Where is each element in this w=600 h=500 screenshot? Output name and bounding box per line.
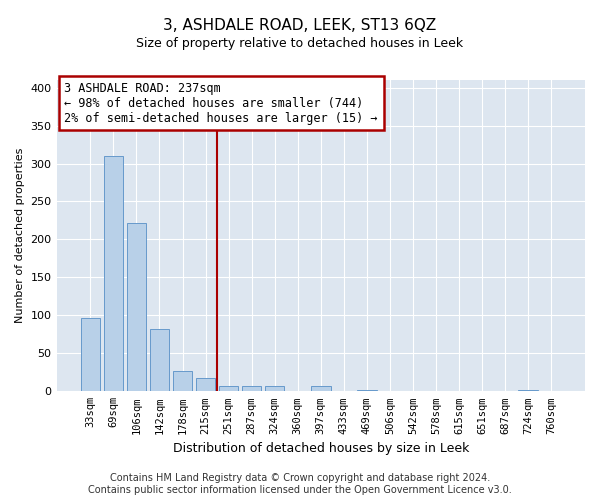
Bar: [518, 390, 538, 392]
Text: Contains HM Land Registry data © Crown copyright and database right 2024.
Contai: Contains HM Land Registry data © Crown c…: [88, 474, 512, 495]
Bar: [80, 318, 100, 392]
Bar: [127, 222, 146, 392]
Y-axis label: Number of detached properties: Number of detached properties: [15, 148, 25, 324]
X-axis label: Distribution of detached houses by size in Leek: Distribution of detached houses by size …: [173, 442, 469, 455]
Text: 3 ASHDALE ROAD: 237sqm
← 98% of detached houses are smaller (744)
2% of semi-det: 3 ASHDALE ROAD: 237sqm ← 98% of detached…: [64, 82, 378, 124]
Text: Size of property relative to detached houses in Leek: Size of property relative to detached ho…: [136, 38, 464, 51]
Bar: [265, 386, 284, 392]
Bar: [357, 390, 377, 392]
Bar: [149, 329, 169, 392]
Bar: [219, 386, 238, 392]
Bar: [196, 378, 215, 392]
Text: 3, ASHDALE ROAD, LEEK, ST13 6QZ: 3, ASHDALE ROAD, LEEK, ST13 6QZ: [163, 18, 437, 32]
Bar: [104, 156, 123, 392]
Bar: [242, 386, 262, 392]
Bar: [311, 386, 331, 392]
Bar: [173, 371, 193, 392]
